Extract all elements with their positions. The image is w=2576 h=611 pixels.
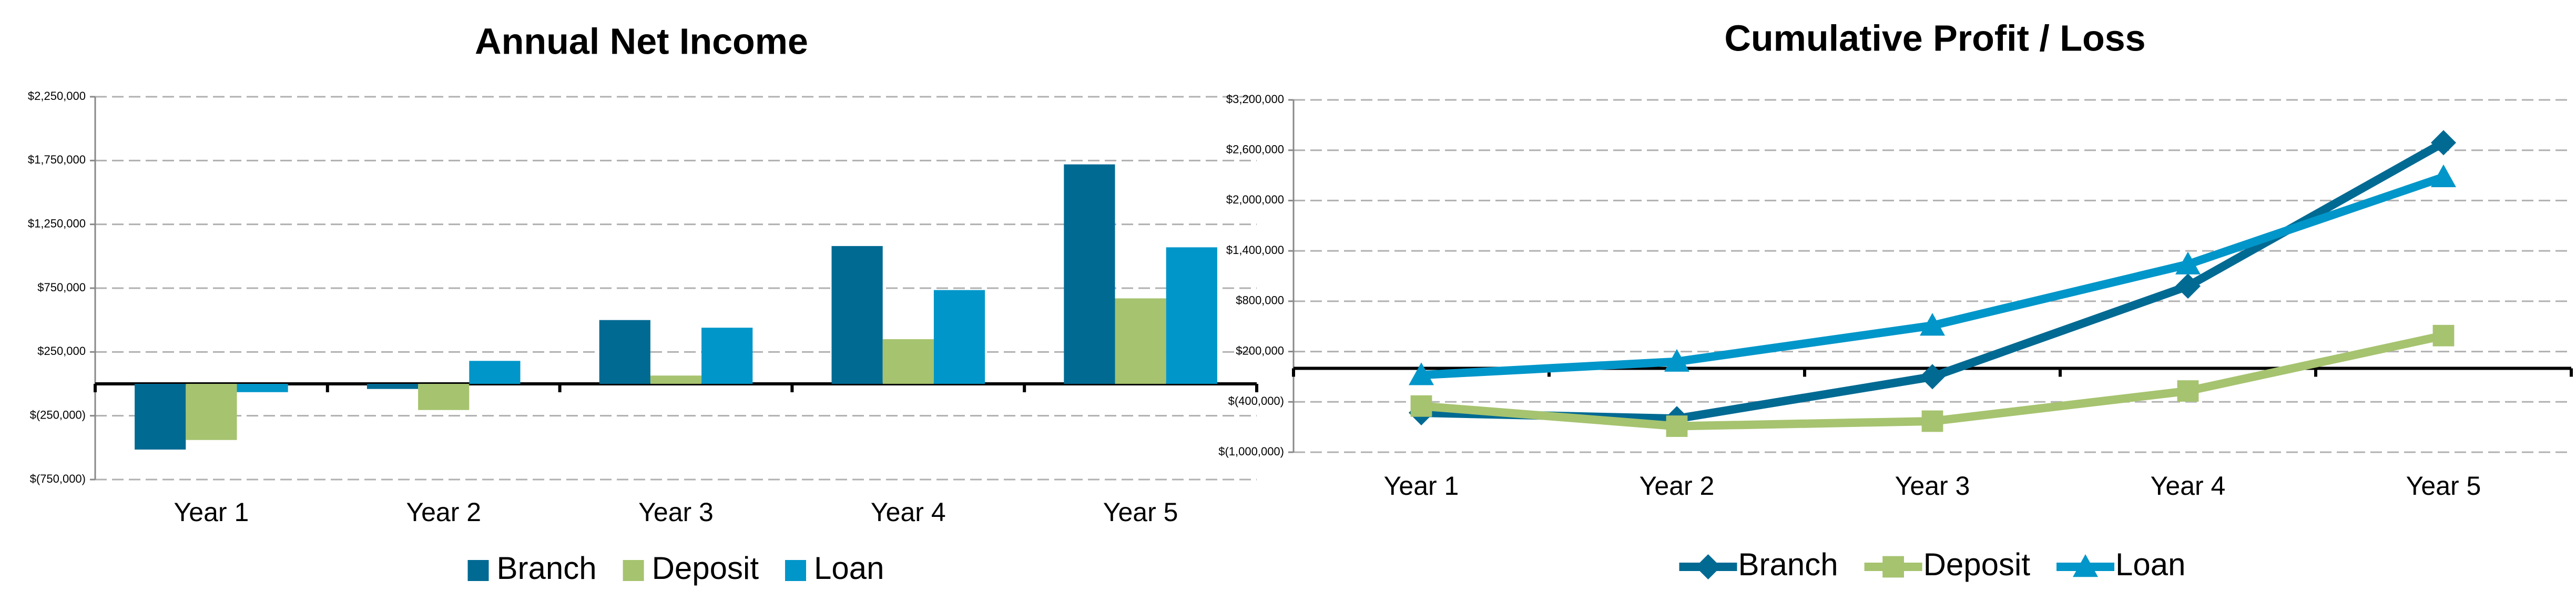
y-tick-label: $2,600,000 [1226, 143, 1284, 156]
y-tick-label: $(400,000) [1228, 394, 1284, 408]
y-tick-label: $3,200,000 [1226, 93, 1284, 106]
marker [1664, 349, 1689, 372]
bar [650, 375, 702, 384]
y-tick-label: $(1,000,000) [1218, 445, 1284, 458]
chart: Annual Net Income $(750,000) $(250,000) $25… [28, 21, 1258, 586]
legend-label: Branch [496, 551, 596, 586]
legend-marker [2073, 554, 2099, 577]
bar [237, 384, 288, 392]
bar [366, 384, 419, 389]
bar [418, 384, 470, 410]
x-tick-label: Year 5 [2406, 471, 2481, 501]
marker [1410, 395, 1432, 417]
bar [186, 384, 237, 440]
x-tick-label: Year 4 [871, 497, 946, 527]
y-tick-label: $800,000 [1236, 294, 1284, 307]
bar [1166, 247, 1217, 384]
y-tick-label: $1,400,000 [1226, 243, 1284, 257]
x-tick-label: Year 3 [638, 497, 714, 527]
legend-swatch [785, 560, 807, 581]
x-tick-label: Year 4 [2151, 471, 2226, 501]
y-tick-label: $200,000 [1236, 344, 1284, 357]
legend-label: Loan [2115, 547, 2185, 582]
y-tick-label: $250,000 [37, 344, 86, 358]
y-tick-label: $750,000 [37, 281, 86, 294]
y-tick-label: $2,250,000 [28, 89, 86, 103]
line [1421, 173, 2445, 380]
bar [1115, 298, 1166, 384]
marker [2175, 251, 2201, 274]
bar [701, 328, 753, 384]
marker [1666, 415, 1688, 437]
bar [882, 339, 934, 384]
bar [933, 290, 985, 384]
chart: Cumulative Profit / Loss $(1,000,000) $(40… [1218, 17, 2573, 582]
y-tick-label: $1,750,000 [28, 153, 86, 166]
marker [2175, 273, 2201, 299]
marker [1409, 362, 1434, 385]
legend-swatch [623, 560, 644, 581]
legend-label: Deposit [1923, 547, 2031, 582]
marker [1920, 313, 1945, 336]
legend: Branch Deposit Loan [1679, 547, 2186, 582]
legend-label: Branch [1738, 547, 1838, 582]
x-tick-label: Year 2 [406, 497, 481, 527]
marker [1920, 364, 1945, 390]
legend-marker [1695, 554, 1721, 579]
bar [831, 246, 883, 384]
marker [1921, 410, 1943, 432]
legend-label: Deposit [652, 551, 759, 586]
bar [1064, 164, 1115, 384]
marker [2431, 130, 2456, 156]
marker [2177, 380, 2199, 402]
marker [2431, 164, 2456, 187]
x-tick-label: Year 1 [174, 497, 249, 527]
y-tick-label: $(750,000) [30, 472, 86, 485]
x-tick-label: Year 1 [1384, 471, 1459, 501]
x-tick-label: Year 5 [1103, 497, 1178, 527]
y-tick-label: $1,250,000 [28, 217, 86, 230]
x-tick-label: Year 2 [1640, 471, 1715, 501]
bar [135, 384, 186, 450]
legend-marker [1882, 556, 1904, 578]
legend-swatch [467, 560, 489, 581]
bar [599, 320, 650, 384]
y-tick-label: $2,000,000 [1226, 193, 1284, 206]
x-tick-label: Year 3 [1895, 471, 1970, 501]
legend: Branch Deposit Loan [467, 551, 884, 586]
marker [2432, 324, 2455, 347]
chart-title: Cumulative Profit / Loss [1724, 17, 2145, 58]
legend-label: Loan [814, 551, 884, 586]
bar [469, 361, 521, 384]
chart-title: Annual Net Income [475, 21, 808, 62]
y-tick-label: $(250,000) [30, 408, 86, 421]
